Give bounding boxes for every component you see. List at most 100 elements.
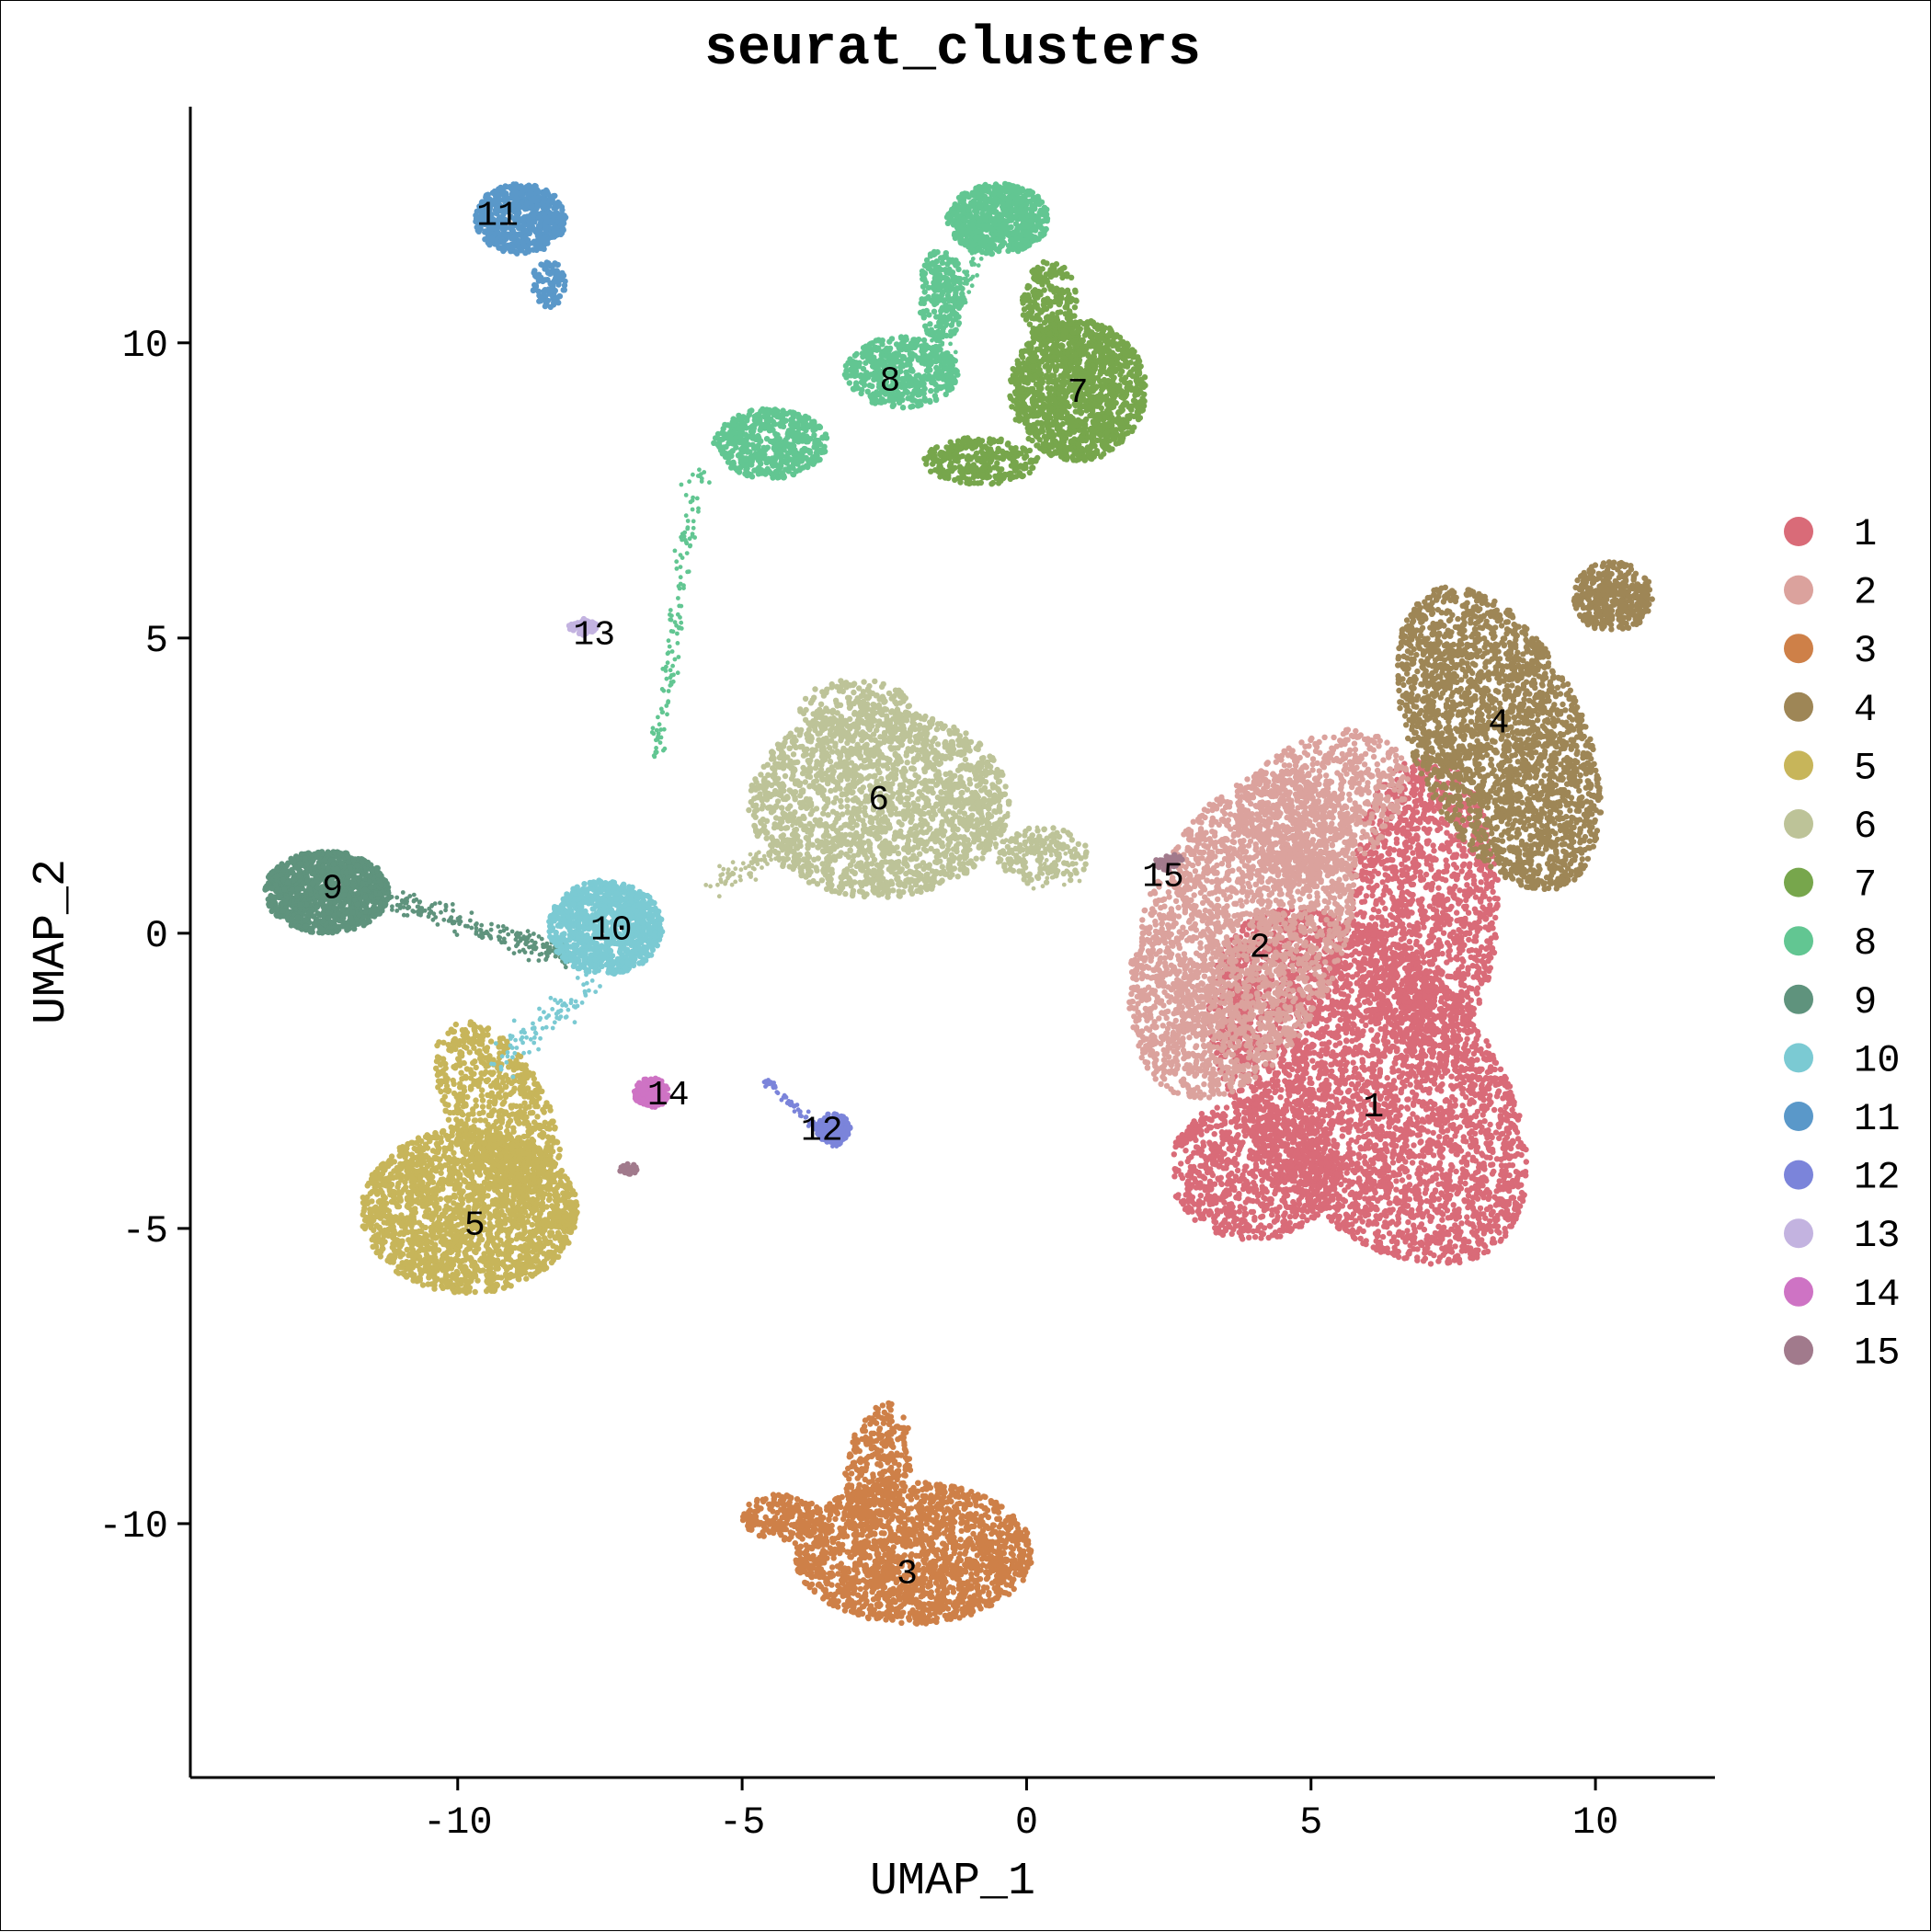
cell-point [1413, 1115, 1421, 1121]
cell-point [1443, 985, 1450, 991]
cell-point [1466, 947, 1473, 955]
cell-point [1486, 1147, 1493, 1154]
cell-point [1477, 1205, 1484, 1212]
cell-point [1367, 1019, 1374, 1025]
cell-point [1375, 1152, 1382, 1160]
cell-point [1315, 1074, 1322, 1081]
cell-point [1337, 1165, 1343, 1172]
cell-point [1363, 1238, 1369, 1244]
cell-point [1319, 1107, 1326, 1114]
cell-point [1523, 1159, 1530, 1165]
cell-point [1418, 1221, 1425, 1228]
cell-point [1363, 893, 1370, 899]
cell-point [1354, 939, 1361, 946]
cell-point [1421, 1226, 1428, 1233]
cell-point [1343, 1038, 1350, 1045]
cell-point [1403, 1125, 1410, 1131]
cell-point [1453, 955, 1459, 962]
cell-point [1354, 997, 1361, 1003]
cell-point [1368, 1157, 1375, 1163]
cell-point [1470, 1099, 1477, 1105]
cell-point [1356, 889, 1363, 896]
cell-point [1333, 983, 1340, 989]
cell-point [1346, 1098, 1353, 1104]
cell-point [1377, 1067, 1384, 1073]
cell-point [1451, 862, 1457, 868]
cell-point [1423, 1240, 1431, 1247]
cell-point [1348, 1004, 1354, 1011]
cell-point [1442, 1202, 1448, 1208]
cell-point [1436, 1254, 1444, 1261]
cell-point [1402, 1192, 1409, 1199]
cell-point [1509, 1181, 1516, 1188]
cell-point [1428, 1050, 1435, 1057]
cell-point [1416, 965, 1423, 972]
cell-point [1359, 1057, 1365, 1063]
cell-point [1399, 1163, 1406, 1171]
cell-point [1409, 1063, 1415, 1069]
cell-point [1404, 1070, 1411, 1078]
cell-point [1410, 1102, 1417, 1108]
cell-point [1349, 974, 1356, 980]
cell-point [1474, 985, 1481, 991]
cell-point [1456, 842, 1463, 849]
cell-point [1456, 1228, 1462, 1234]
cell-point [1331, 1030, 1338, 1036]
cell-point [1442, 1139, 1448, 1147]
cell-point [1448, 1073, 1455, 1080]
cell-point [1473, 861, 1480, 868]
cell-point [1483, 1224, 1491, 1231]
cell-point [1335, 1216, 1342, 1223]
cell-point [1329, 1218, 1335, 1224]
cell-point [1491, 1240, 1498, 1246]
cell-point [1344, 1124, 1352, 1131]
cell-point [1324, 1005, 1331, 1012]
cell-point [1322, 1046, 1329, 1054]
cell-point [1440, 930, 1447, 936]
cell-point [1364, 1160, 1370, 1167]
cell-point [1473, 885, 1480, 891]
cell-point [1468, 997, 1475, 1003]
cell-point [1417, 1181, 1423, 1187]
cell-point [1378, 951, 1385, 958]
cell-point [1398, 936, 1405, 943]
cell-point [1437, 1152, 1444, 1159]
cell-point [1388, 977, 1395, 983]
cell-point [1311, 1049, 1318, 1057]
cell-point [1469, 1022, 1477, 1029]
cell-point [1342, 959, 1349, 966]
cell-point [1368, 952, 1375, 959]
cell-point [1315, 1062, 1321, 1069]
cell-point [1422, 1250, 1428, 1256]
cell-point [1411, 1236, 1417, 1242]
cell-point [1478, 1128, 1484, 1136]
cell-point [1388, 1141, 1395, 1148]
cell-point [1474, 1254, 1480, 1261]
cell-point [1398, 1103, 1405, 1111]
cell-point [1404, 968, 1411, 975]
cell-point [1281, 1048, 1288, 1055]
cell-point [1362, 1133, 1369, 1140]
cell-point [1380, 993, 1387, 1000]
cell-point [1430, 1129, 1436, 1137]
cell-point [1412, 1092, 1420, 1098]
cell-point [1354, 1081, 1362, 1088]
cell-point [1393, 1186, 1400, 1193]
cell-point [1393, 1126, 1400, 1132]
cell-point [1471, 938, 1478, 944]
cell-point [1489, 920, 1495, 926]
cell-point [1453, 1150, 1459, 1158]
cell-point [1473, 1042, 1480, 1048]
cell-point [1498, 1172, 1504, 1178]
cell-point [1296, 1047, 1303, 1054]
cell-point [1438, 1052, 1445, 1058]
cell-point [1390, 1068, 1398, 1075]
cell-point [1394, 875, 1400, 882]
cell-point [1399, 1004, 1405, 1011]
cell-point [1339, 1073, 1345, 1080]
cell-point [1405, 1218, 1411, 1226]
cell-point [1514, 1136, 1522, 1142]
cell-point [1354, 1026, 1361, 1033]
cell-point [1462, 915, 1468, 922]
